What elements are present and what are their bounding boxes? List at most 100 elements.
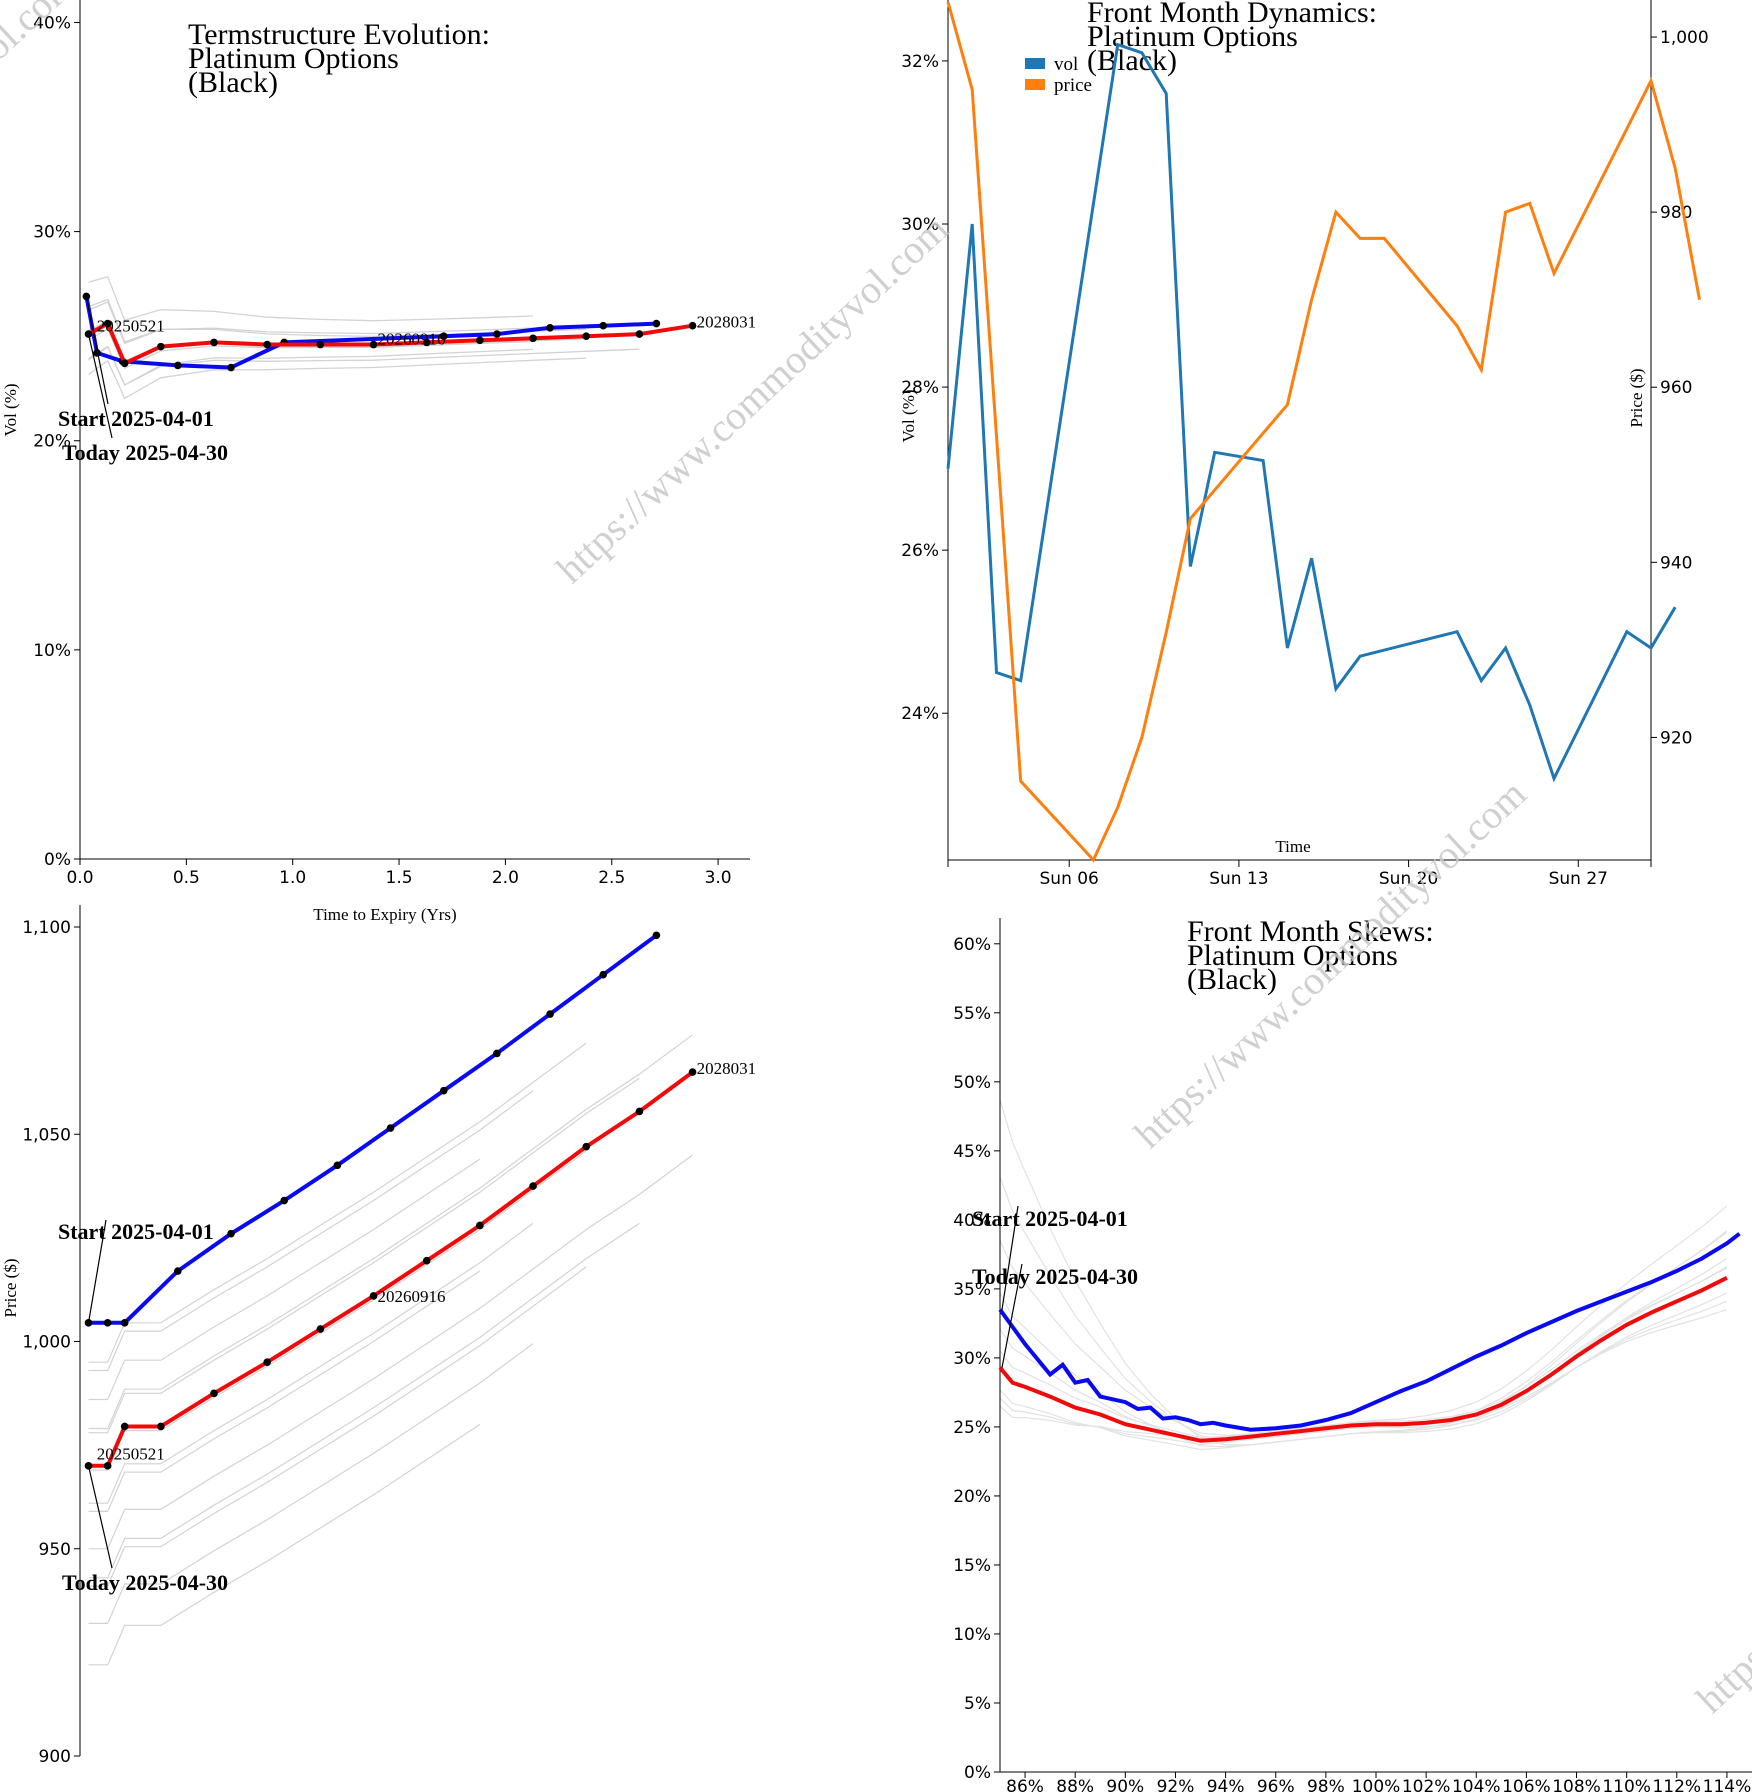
today-annotation: Today 2025-04-30 <box>62 440 228 465</box>
x-tick-label: 92% <box>1157 1777 1195 1792</box>
history-curve <box>88 1154 693 1550</box>
y-tick-label: 20% <box>953 1487 991 1507</box>
series-point <box>582 332 591 340</box>
contract-label: 20260916 <box>378 1287 446 1306</box>
series-line <box>88 933 658 1325</box>
y-tick-label: 10% <box>953 1625 991 1645</box>
y2-axis-label: Price ($) <box>1627 368 1646 427</box>
series-point <box>316 1325 325 1333</box>
front-month-skews-chart: 86% 88% 90% 92% 94% 96% 98% 100% 102% 104% 106% 108… <box>953 915 1752 1792</box>
history-curve <box>88 1222 534 1504</box>
series-point <box>174 1267 182 1275</box>
y-tick-label: 26% <box>901 541 939 561</box>
series-point <box>93 349 101 357</box>
series-point <box>635 330 644 338</box>
x-tick-label: 108% <box>1552 1777 1601 1792</box>
y-tick-label: 50% <box>953 1073 991 1093</box>
series-point <box>103 1319 112 1327</box>
series-point <box>493 1049 501 1058</box>
series-point <box>263 1358 271 1367</box>
y-tick-label: 35% <box>953 1280 991 1300</box>
x-tick-label: 114% <box>1703 1777 1752 1792</box>
series-point <box>227 1229 235 1238</box>
y-tick-label: 24% <box>901 704 939 724</box>
x-tick-label: Sun 20 <box>1379 869 1438 889</box>
history-curve <box>88 1077 640 1434</box>
y-axis-label: Price ($) <box>1 1258 20 1317</box>
y-tick-label: 60% <box>953 935 991 955</box>
today-annotation: Today 2025-04-30 <box>62 1570 228 1595</box>
series-point <box>120 359 129 368</box>
y-tick-label: 32% <box>901 52 939 72</box>
series-line <box>87 320 693 366</box>
x-tick-label: 1.5 <box>386 868 413 888</box>
series-point <box>439 332 448 340</box>
chart-title-line: Front Month Skews: <box>1187 915 1434 948</box>
y-tick-label: 55% <box>953 1004 991 1024</box>
x-tick-label: 100% <box>1352 1777 1401 1792</box>
chart-title-line: Termstructure Evolution: <box>188 18 490 51</box>
y2-tick-label: 960 <box>1660 378 1692 398</box>
watermarks: https://www.commodityvol.com https://www.… <box>0 0 1752 1722</box>
x-tick-label: 2.5 <box>598 868 625 888</box>
x-axis-label: Time <box>1275 837 1310 856</box>
series-point <box>529 334 537 343</box>
series-point <box>476 336 484 345</box>
x-tick-label: 1.0 <box>279 868 306 888</box>
history-curve <box>88 1222 640 1579</box>
y-axis-label: Vol (%) <box>899 389 918 442</box>
history-curve <box>88 1270 481 1512</box>
series-point <box>316 340 325 349</box>
y-tick-label: 0% <box>44 850 71 870</box>
series-point <box>227 363 235 372</box>
y-tick-label: 5% <box>964 1694 991 1714</box>
series-point <box>103 1462 112 1470</box>
y-tick-label: 20% <box>33 432 71 452</box>
y-tick-label: 1,000 <box>22 1333 71 1353</box>
series-point <box>120 1422 129 1431</box>
legend-label-price: price <box>1054 75 1092 96</box>
x-tick-label: Sun 13 <box>1209 869 1268 889</box>
y-tick-label: 1,050 <box>22 1125 71 1145</box>
series-point <box>599 321 608 330</box>
series-line <box>998 1232 1741 1432</box>
series-point <box>635 1107 644 1116</box>
chart-title-line: (Black) <box>188 66 278 99</box>
y-tick-label: 15% <box>953 1556 991 1576</box>
chart-title-line: Platinum Options <box>1187 939 1398 972</box>
watermark-text: https://www.commodityvol.com <box>1687 1336 1752 1722</box>
series-point <box>333 1161 342 1170</box>
series-point <box>529 1182 537 1190</box>
x-tick-label: 102% <box>1402 1777 1451 1792</box>
series-point <box>280 1196 288 1205</box>
start-annotation: Start 2025-04-01 <box>58 406 214 431</box>
legend-swatch-price <box>1025 79 1045 90</box>
y-tick-label: 28% <box>901 378 939 398</box>
series-point <box>103 319 112 328</box>
series-point <box>120 1319 129 1327</box>
x-tick-label: 0.0 <box>66 868 93 888</box>
x-tick-label: 104% <box>1452 1777 1501 1792</box>
x-tick-label: 96% <box>1257 1777 1295 1792</box>
history-curve <box>88 1423 481 1666</box>
y-tick-label: 40% <box>953 1211 991 1231</box>
chart-title-line: Platinum Options <box>188 42 399 75</box>
x-tick-label: 98% <box>1307 1777 1345 1792</box>
series-point <box>84 1462 93 1470</box>
today-annotation-arrow <box>87 1465 113 1569</box>
y2-tick-label: 920 <box>1660 728 1692 748</box>
x-axis-label: Time to Expiry (Yrs) <box>313 905 456 924</box>
y-tick-label: 10% <box>33 641 71 661</box>
history-curve <box>999 1205 1728 1436</box>
x-tick-label: 94% <box>1207 1777 1245 1792</box>
history-curve <box>88 1042 587 1363</box>
history-curve <box>88 1343 534 1624</box>
series-point <box>263 340 271 349</box>
start-annotation-arrow <box>1001 1205 1019 1310</box>
series-point <box>652 319 661 328</box>
series-point <box>386 1124 395 1132</box>
y-tick-label: 25% <box>953 1418 991 1438</box>
history-curve <box>88 1090 534 1372</box>
y-axis-label: Vol (%) <box>1 383 20 436</box>
